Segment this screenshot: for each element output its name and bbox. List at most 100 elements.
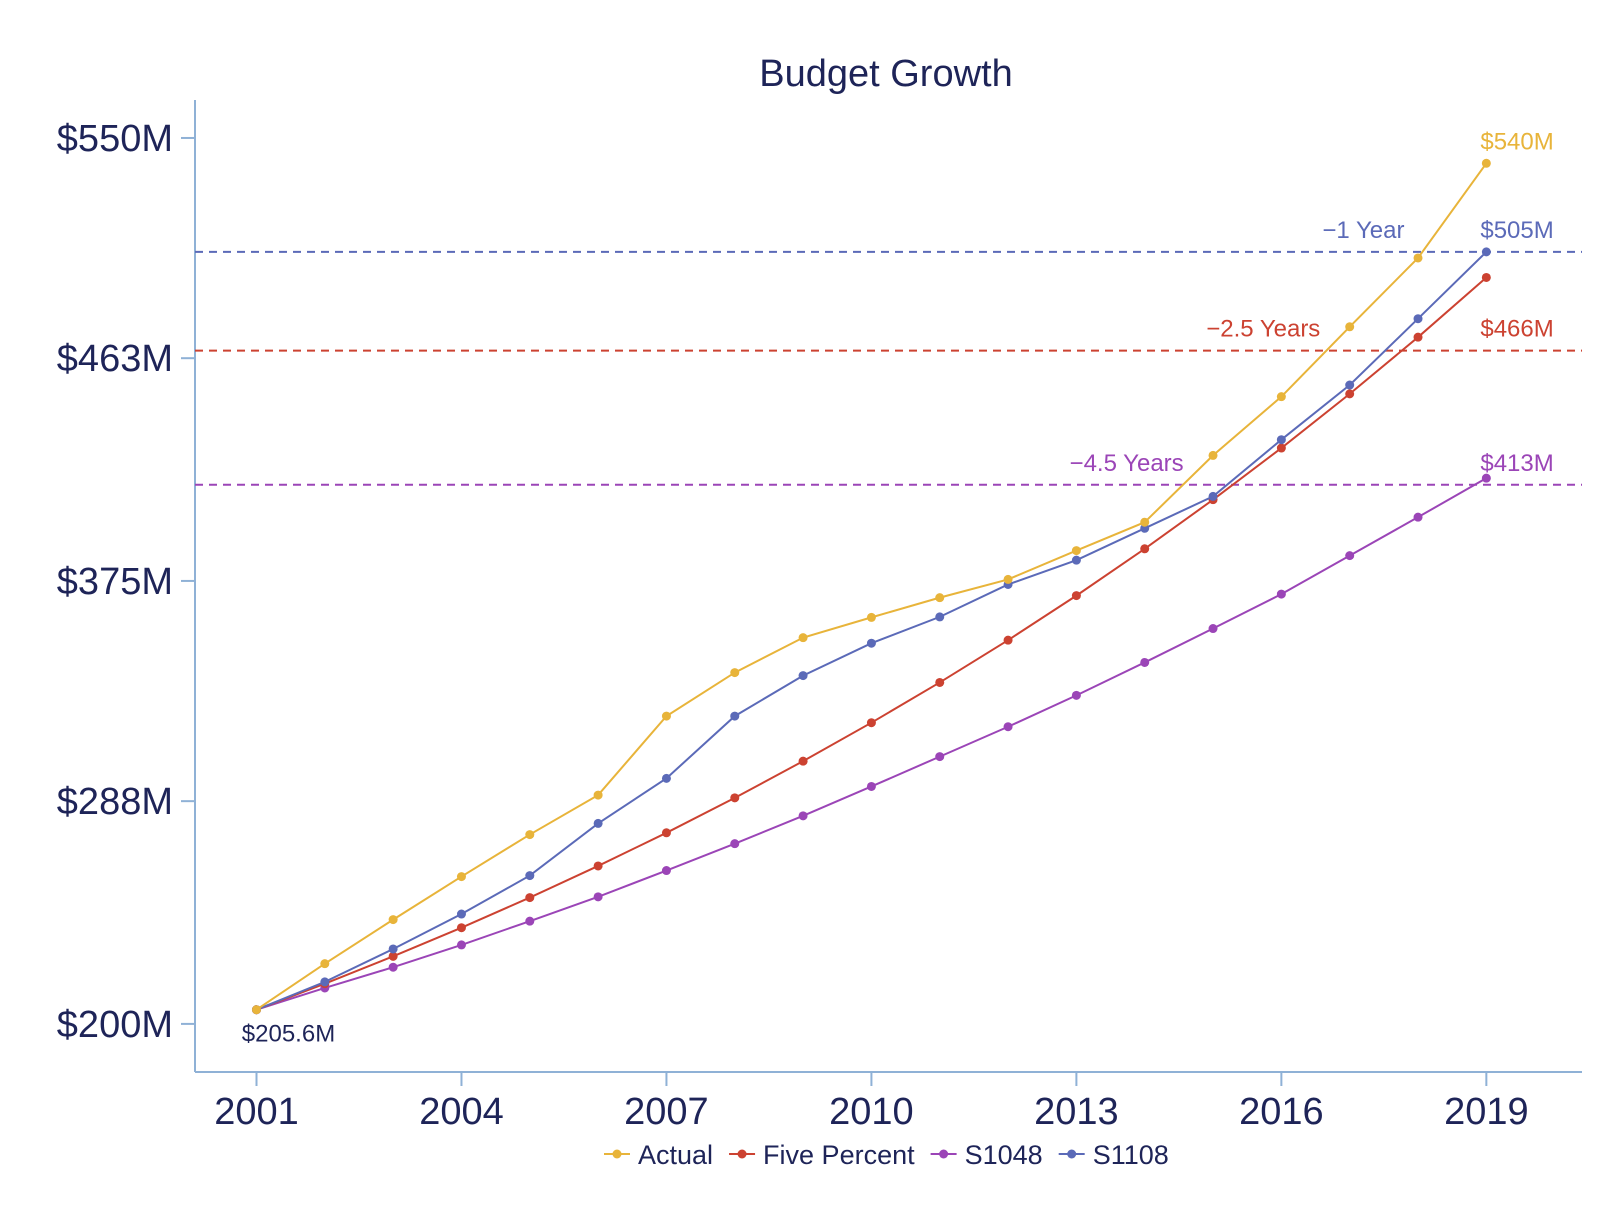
end-value-label: $413M [1480, 450, 1553, 477]
data-point [456, 909, 466, 919]
data-point [1276, 589, 1286, 599]
series-lines [251, 158, 1491, 1015]
legend-swatch-marker [1067, 1149, 1077, 1159]
legend-item: S1108 [1058, 1140, 1169, 1170]
data-point [1208, 450, 1218, 460]
legend-swatch-marker [612, 1149, 622, 1159]
legend-swatch-marker [737, 1149, 747, 1159]
x-tick-label: 2007 [624, 1091, 709, 1133]
data-point [1481, 158, 1491, 168]
data-point [388, 951, 398, 961]
series-line [256, 251, 1488, 1011]
data-point [730, 668, 740, 678]
x-tick-label: 2016 [1239, 1091, 1324, 1133]
end-value-label: $505M [1480, 217, 1553, 244]
data-point [593, 818, 603, 828]
x-tick-label: 2001 [214, 1091, 299, 1133]
data-point [1003, 635, 1013, 645]
reference-line-label: −2.5 Years [1206, 316, 1320, 343]
data-point [525, 871, 535, 881]
data-point [798, 811, 808, 821]
x-tick-label: 2013 [1034, 1091, 1119, 1133]
y-tick-label: $550M [57, 118, 173, 160]
data-point [456, 872, 466, 882]
data-point [525, 916, 535, 926]
x-tick-label: 2010 [829, 1091, 914, 1133]
data-point [866, 718, 876, 728]
data-point [1413, 332, 1423, 342]
series-line [256, 477, 1487, 1011]
data-point [1345, 551, 1355, 561]
data-point [593, 790, 603, 800]
data-point [251, 1005, 261, 1015]
data-point [1071, 555, 1081, 565]
data-point [1413, 512, 1423, 522]
data-point [1345, 389, 1355, 399]
x-tick-label: 2004 [419, 1091, 504, 1133]
x-tick-label: 2019 [1444, 1091, 1529, 1133]
data-point [730, 711, 740, 721]
data-point [798, 633, 808, 643]
series-s1048 [251, 473, 1491, 1015]
legend-label: S1108 [1093, 1140, 1169, 1170]
data-point [1140, 657, 1150, 667]
data-point [866, 612, 876, 622]
data-point [1481, 247, 1491, 257]
data-point [661, 828, 671, 838]
data-point [866, 638, 876, 648]
data-point [388, 962, 398, 972]
legend-label: Five Percent [763, 1140, 915, 1170]
legend-label: S1048 [965, 1140, 1043, 1170]
data-point [1276, 443, 1286, 453]
legend-label: Actual [638, 1140, 713, 1170]
data-point [320, 959, 330, 969]
data-point [388, 915, 398, 925]
data-point [1413, 314, 1423, 324]
series-actual [251, 158, 1491, 1015]
data-point [1003, 574, 1013, 584]
data-point [798, 671, 808, 681]
data-point [1140, 544, 1150, 554]
data-point [388, 944, 398, 954]
end-value-label: $466M [1480, 316, 1553, 343]
data-point [1413, 253, 1423, 263]
chart-title: Budget Growth [759, 53, 1012, 95]
data-point [798, 756, 808, 766]
data-point [661, 711, 671, 721]
data-point [1071, 690, 1081, 700]
y-tick-label: $463M [57, 338, 173, 380]
axes: $200M $288M $375M $463M $550M 2001 2004 2007 201… [57, 100, 1582, 1133]
data-point [1071, 591, 1081, 601]
data-point [1276, 392, 1286, 402]
data-point [661, 773, 671, 783]
legend-item: Five Percent [729, 1140, 915, 1170]
data-point [593, 861, 603, 871]
data-point [1481, 272, 1491, 282]
start-value-label: $205.6M [242, 1021, 335, 1048]
data-point [935, 752, 945, 762]
data-point [1140, 517, 1150, 527]
data-point [525, 830, 535, 840]
data-point [1071, 546, 1081, 556]
data-point [661, 866, 671, 876]
data-point [1276, 435, 1286, 445]
y-tick-label: $375M [57, 561, 173, 603]
data-point [1003, 722, 1013, 732]
data-point [866, 781, 876, 791]
legend-swatch-marker [939, 1149, 949, 1159]
series-s1108 [251, 247, 1491, 1015]
data-point [456, 923, 466, 933]
data-point [1345, 322, 1355, 332]
data-point [1208, 491, 1218, 501]
data-point [1345, 380, 1355, 390]
legend: Actual Five Percent S1048 S1108 [604, 1140, 1169, 1170]
reference-lines: −1 Year −2.5 Years −4.5 Years [195, 217, 1582, 486]
data-point [935, 593, 945, 603]
y-tick-label: $200M [57, 1004, 173, 1046]
data-point [525, 893, 535, 903]
legend-item: S1048 [930, 1140, 1043, 1170]
data-point [456, 940, 466, 950]
reference-line-label: −4.5 Years [1070, 450, 1184, 477]
